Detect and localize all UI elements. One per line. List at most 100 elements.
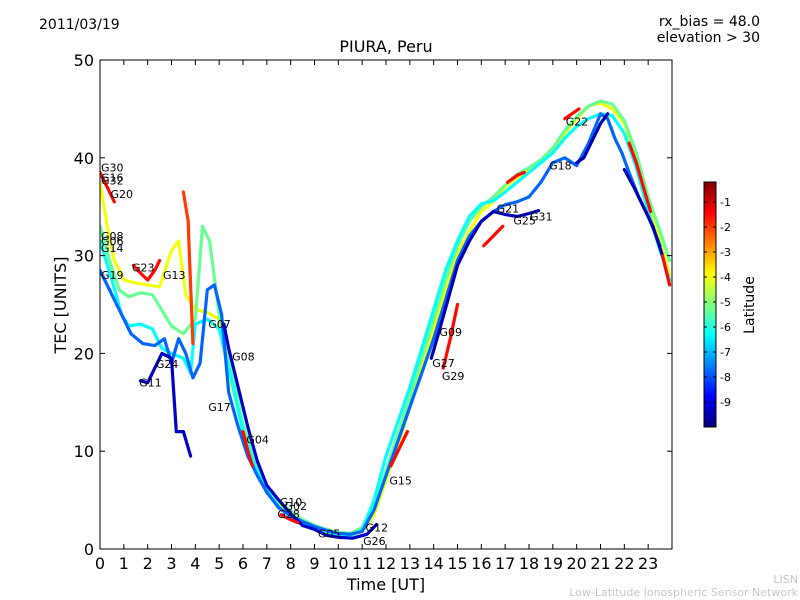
y-axis: 0 10 20 30 40 50 bbox=[74, 51, 672, 559]
tec-series-8 bbox=[622, 167, 665, 258]
satellite-label: G18 bbox=[549, 160, 572, 173]
colorbar-tick-label: -6 bbox=[720, 321, 731, 334]
x-tick-label: 18 bbox=[519, 554, 539, 573]
tec-series-20 bbox=[660, 254, 672, 287]
satellite-label: G28 bbox=[277, 508, 300, 521]
satellite-label: G25 bbox=[513, 214, 536, 227]
colorbar-tick-label: -8 bbox=[720, 371, 731, 384]
satellite-label: G15 bbox=[389, 475, 412, 488]
x-tick-label: 6 bbox=[238, 554, 248, 573]
colorbar-ticks: -1 -2 -3 -4 -5 -6 -7 -8 -9 bbox=[704, 196, 731, 409]
x-tick-label: 10 bbox=[328, 554, 348, 573]
x-tick-label: 3 bbox=[166, 554, 176, 573]
satellite-label: G14 bbox=[101, 242, 124, 255]
x-tick-label: 9 bbox=[309, 554, 319, 573]
tec-series-13 bbox=[279, 513, 300, 525]
credit-short: LISN bbox=[773, 573, 798, 586]
tec-series-9 bbox=[100, 170, 116, 204]
y-tick-label: 0 bbox=[84, 540, 94, 559]
y-axis-label: TEC [UNITS] bbox=[51, 257, 70, 355]
x-tick-label: 11 bbox=[352, 554, 372, 573]
y-tick-label: 40 bbox=[74, 149, 94, 168]
satellite-label: G21 bbox=[497, 203, 520, 216]
x-tick-label: 16 bbox=[471, 554, 491, 573]
satellite-label: G13 bbox=[163, 269, 186, 282]
chart-title: PIURA, Peru bbox=[339, 37, 432, 56]
colorbar-tick-label: -4 bbox=[720, 271, 731, 284]
colorbar bbox=[703, 181, 717, 428]
satellite-label: G17 bbox=[208, 401, 231, 414]
satellite-label: G29 bbox=[442, 370, 465, 383]
satellite-label: G31 bbox=[530, 210, 553, 223]
satellite-label: G24 bbox=[156, 358, 179, 371]
y-tick-label: 10 bbox=[74, 442, 94, 461]
credit-long: Low-Latitude Ionospheric Sensor Network bbox=[569, 586, 798, 599]
satellite-label: G04 bbox=[246, 433, 269, 446]
satellite-label: G30 bbox=[101, 162, 124, 175]
x-tick-label: 22 bbox=[614, 554, 634, 573]
satellite-label: G06 bbox=[101, 235, 124, 248]
x-tick-label: 19 bbox=[543, 554, 563, 573]
y-tick-label: 20 bbox=[74, 344, 94, 363]
tec-series-10 bbox=[131, 258, 162, 282]
colorbar-tick-label: -9 bbox=[720, 396, 731, 409]
colorbar-label: Latitude bbox=[742, 276, 758, 334]
tec-series-6 bbox=[429, 209, 541, 360]
satellite-label: G10 bbox=[280, 496, 303, 509]
x-axis-label: Time [UT] bbox=[346, 575, 425, 594]
chart-date: 2011/03/19 bbox=[39, 17, 120, 33]
tec-series-18 bbox=[563, 107, 581, 121]
tec-series-4 bbox=[138, 351, 193, 458]
tec-series-7 bbox=[575, 112, 610, 165]
satellite-label: G23 bbox=[132, 261, 155, 274]
x-tick-label: 2 bbox=[143, 554, 153, 573]
x-tick-label: 4 bbox=[190, 554, 200, 573]
colorbar-tick-label: -3 bbox=[720, 246, 731, 259]
x-tick-label: 15 bbox=[447, 554, 467, 573]
chart-params: rx_bias = 48.0 elevation > 30 bbox=[657, 14, 760, 46]
x-tick-label: 13 bbox=[400, 554, 420, 573]
rx-bias-label: rx_bias = 48.0 bbox=[658, 14, 760, 30]
satellite-label: G08 bbox=[232, 350, 255, 363]
x-tick-label: 17 bbox=[495, 554, 515, 573]
x-axis: 0 1 2 3 4 5 6 7 8 9 10 11 12 13 14 15 16 17 18 19 20 21 22 23 bbox=[95, 60, 658, 573]
series-layer bbox=[100, 99, 672, 540]
colorbar-tick-label: -2 bbox=[720, 221, 731, 234]
satellite-label: G08 bbox=[101, 230, 124, 243]
x-tick-label: 0 bbox=[95, 554, 105, 573]
satellite-label: G19 bbox=[101, 269, 124, 282]
elevation-label: elevation > 30 bbox=[656, 30, 760, 46]
x-tick-label: 23 bbox=[638, 554, 658, 573]
satellite-label: G07 bbox=[208, 318, 231, 331]
x-tick-label: 12 bbox=[376, 554, 396, 573]
satellite-label: G05 bbox=[318, 527, 341, 540]
tec-series-1 bbox=[100, 99, 672, 535]
y-tick-label: 50 bbox=[74, 51, 94, 70]
tec-series-3 bbox=[100, 112, 662, 536]
x-tick-label: 5 bbox=[214, 554, 224, 573]
x-tick-label: 8 bbox=[286, 554, 296, 573]
satellite-label: G27 bbox=[432, 357, 455, 370]
tec-series-14 bbox=[389, 430, 409, 468]
x-tick-label: 21 bbox=[590, 554, 610, 573]
colorbar-tick-label: -5 bbox=[720, 296, 731, 309]
tec-series-5 bbox=[222, 322, 379, 540]
x-tick-label: 14 bbox=[423, 554, 443, 573]
tec-series-12 bbox=[241, 430, 255, 468]
satellite-label: G02 bbox=[285, 500, 308, 513]
x-tick-label: 7 bbox=[262, 554, 272, 573]
tec-series-17 bbox=[506, 170, 526, 184]
tec-series-11 bbox=[181, 190, 195, 346]
satellite-label: G22 bbox=[566, 116, 589, 129]
satellite-label: G32 bbox=[101, 174, 124, 187]
tec-series-15 bbox=[441, 302, 460, 370]
tec-series-19 bbox=[627, 141, 653, 214]
satellite-label: G26 bbox=[363, 535, 386, 548]
satellite-label: G09 bbox=[439, 326, 462, 339]
satellite-label: G20 bbox=[111, 188, 134, 201]
colorbar-tick-label: -7 bbox=[720, 346, 731, 359]
satellite-label: G11 bbox=[139, 377, 162, 390]
colorbar-tick-label: -1 bbox=[720, 196, 731, 209]
